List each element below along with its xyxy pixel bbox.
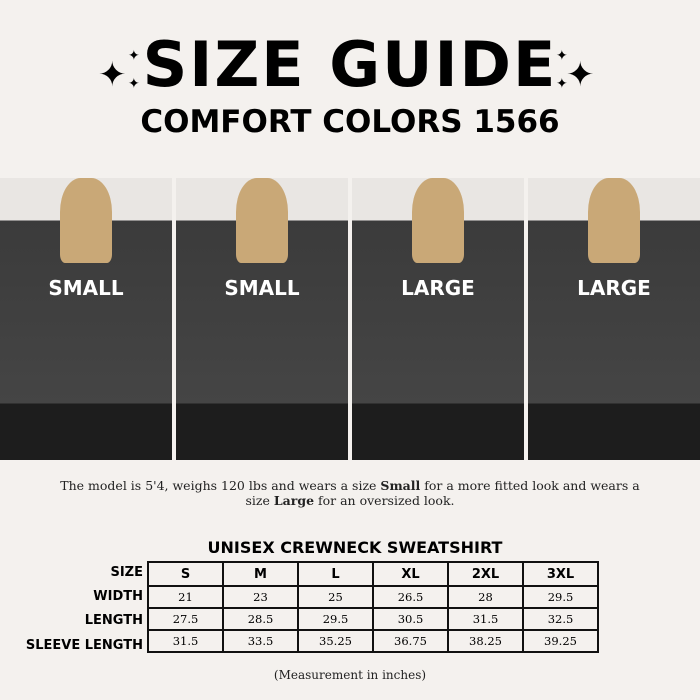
- size-table: S M L XL 2XL 3XL 21 23 25 26.5 28 29.5 27.5 28.5 29.…: [147, 561, 599, 653]
- table-cell: 25: [297, 585, 374, 609]
- model-photo-large-front: LARGE: [352, 178, 524, 460]
- size-label: SMALL: [224, 276, 300, 300]
- row-label-sleeve-length: SLEEVE LENGTH: [25, 638, 143, 653]
- desc-text: The model is 5'4, weighs 120 lbs and wea…: [60, 478, 381, 493]
- measurement-note: (Measurement in inches): [273, 668, 427, 682]
- model-photo-small-back: SMALL: [176, 178, 348, 460]
- table-cell: 31.5: [447, 607, 524, 631]
- table-cell: 32.5: [522, 607, 599, 631]
- sparkle-icon: ✦: [98, 55, 127, 95]
- table-cell: 21: [147, 585, 224, 609]
- row-label-size: SIZE: [110, 565, 143, 580]
- table-row: 31.5 33.5 35.25 36.75 38.25 39.25: [147, 629, 599, 653]
- table-cell: 30.5: [372, 607, 449, 631]
- model-photo-large-back: LARGE: [528, 178, 700, 460]
- page-subtitle: COMFORT COLORS 1566: [140, 104, 560, 140]
- table-cell: 29.5: [297, 607, 374, 631]
- table-cell: XL: [372, 561, 449, 587]
- table-cell: 38.25: [447, 629, 524, 653]
- table-cell: L: [297, 561, 374, 587]
- table-cell: 36.75: [372, 629, 449, 653]
- model-photos: SMALL SMALL LARGE LARGE: [0, 178, 700, 460]
- table-cell: 3XL: [522, 561, 599, 587]
- table-cell: 27.5: [147, 607, 224, 631]
- table-cell: 35.25: [297, 629, 374, 653]
- desc-bold-small: Small: [380, 478, 421, 493]
- desc-bold-large: Large: [273, 493, 315, 508]
- table-cell: 31.5: [147, 629, 224, 653]
- table-cell: 2XL: [447, 561, 524, 587]
- page-title: SIZE GUIDE: [142, 28, 558, 101]
- sparkle-icon: ✦: [128, 76, 140, 92]
- desc-text: for an oversized look.: [314, 493, 455, 508]
- sparkle-icon: ✦: [566, 55, 595, 95]
- table-cell: 28.5: [222, 607, 299, 631]
- size-label: LARGE: [401, 276, 475, 300]
- size-label: SMALL: [48, 276, 124, 300]
- row-label-width: WIDTH: [93, 589, 143, 604]
- model-photo-small-front: SMALL: [0, 178, 172, 460]
- table-title: UNISEX CREWNECK SWEATSHIRT: [207, 538, 503, 557]
- table-cell: 28: [447, 585, 524, 609]
- table-cell: 33.5: [222, 629, 299, 653]
- table-cell: S: [147, 561, 224, 587]
- row-label-length: LENGTH: [84, 613, 143, 628]
- model-description: The model is 5'4, weighs 120 lbs and wea…: [60, 478, 640, 508]
- size-label: LARGE: [577, 276, 651, 300]
- sparkle-icon: ✦: [128, 48, 140, 64]
- table-cell: 23: [222, 585, 299, 609]
- sparkle-icon: ✦: [556, 48, 568, 64]
- desc-text: for a more fitted look and wears a size: [245, 478, 640, 508]
- table-cell: M: [222, 561, 299, 587]
- sparkle-icon: ✦: [556, 76, 568, 92]
- table-row: 27.5 28.5 29.5 30.5 31.5 32.5: [147, 607, 599, 631]
- table-cell: 29.5: [522, 585, 599, 609]
- table-row: 21 23 25 26.5 28 29.5: [147, 585, 599, 609]
- table-cell: 39.25: [522, 629, 599, 653]
- table-row: S M L XL 2XL 3XL: [147, 561, 599, 587]
- table-cell: 26.5: [372, 585, 449, 609]
